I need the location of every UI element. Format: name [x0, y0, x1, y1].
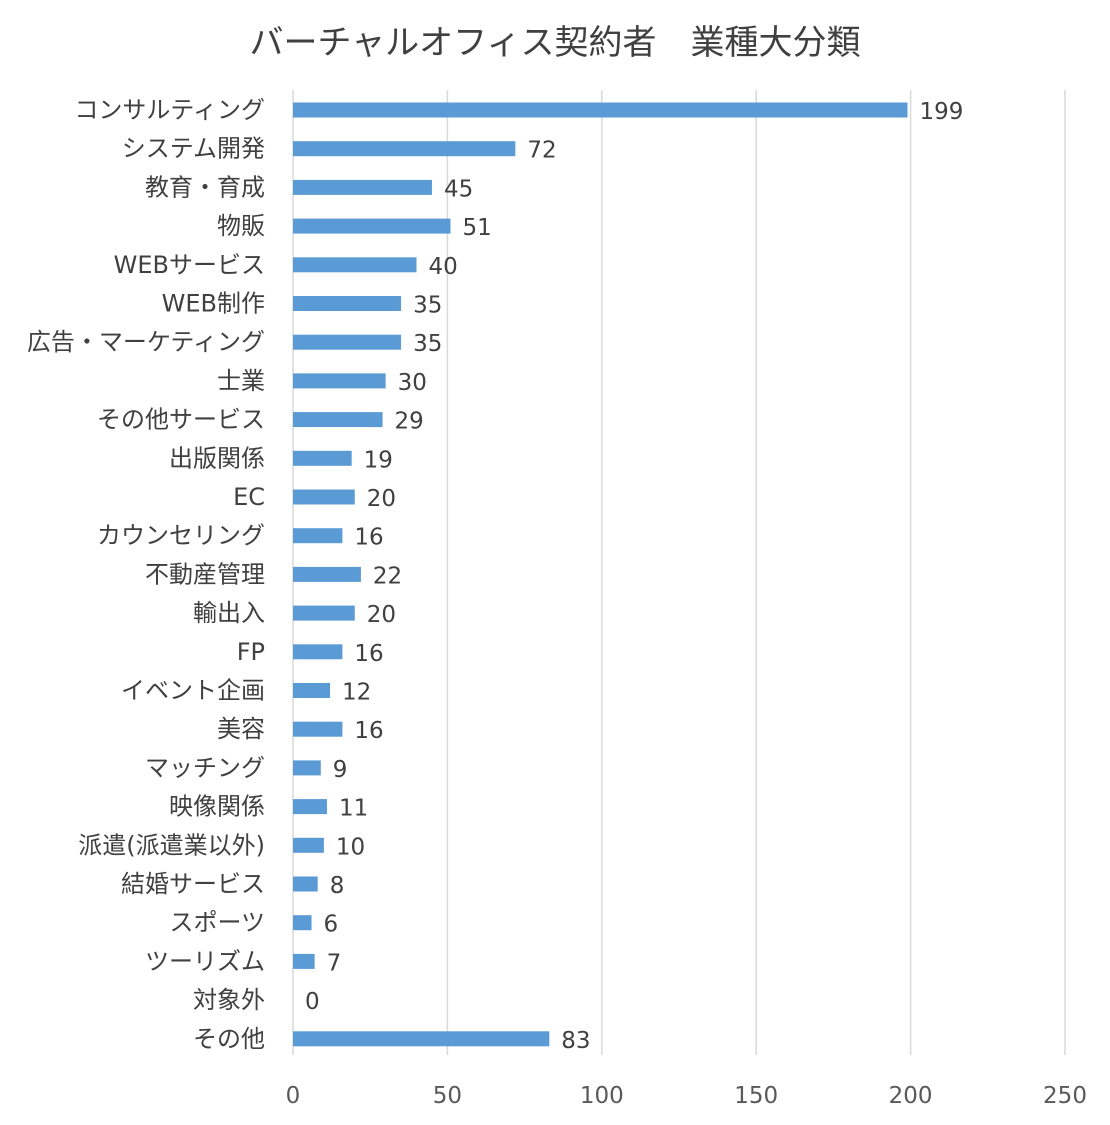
category-label: イベント企画	[121, 677, 265, 705]
category-label: 広告・マーケティング	[27, 328, 265, 356]
bar	[293, 566, 361, 582]
bar	[293, 953, 315, 969]
value-label: 9	[333, 757, 348, 783]
value-label: 35	[413, 331, 442, 357]
value-label: 20	[367, 486, 396, 512]
value-label: 16	[354, 525, 383, 551]
category-label: EC	[233, 483, 265, 511]
category-label: 結婚サービス	[121, 870, 265, 898]
x-tick-label: 250	[1043, 1083, 1087, 1109]
category-label: WEBサービス	[114, 251, 265, 279]
value-label: 22	[373, 563, 402, 589]
value-labels: 1997245514035353029192016222016121691110…	[305, 99, 963, 1054]
bar	[293, 1031, 550, 1047]
value-label: 10	[336, 834, 365, 860]
category-label: カウンセリング	[97, 522, 265, 550]
category-label: コンサルティング	[74, 96, 265, 124]
value-label: 35	[413, 293, 442, 319]
value-label: 72	[527, 138, 556, 164]
chart-title: バーチャルオフィス契約者 業種大分類	[250, 23, 861, 63]
bar	[293, 179, 432, 195]
bar	[293, 450, 352, 466]
value-label: 16	[354, 718, 383, 744]
bar	[293, 528, 343, 544]
bar	[293, 296, 402, 311]
category-label: 美容	[217, 715, 265, 743]
value-label: 12	[342, 680, 371, 706]
value-label: 40	[429, 254, 458, 280]
category-label: 出版関係	[169, 444, 265, 472]
value-label: 20	[367, 602, 396, 628]
category-label: 教育・育成	[145, 173, 265, 201]
bar	[293, 334, 402, 350]
x-tick-label: 0	[286, 1083, 301, 1109]
category-label: WEB制作	[162, 290, 265, 318]
category-label: マッチング	[145, 754, 265, 782]
category-label: 物販	[217, 212, 265, 240]
bar	[293, 412, 383, 428]
category-label: その他サービス	[97, 406, 265, 434]
value-label: 8	[330, 873, 345, 899]
bar	[293, 257, 417, 273]
bars	[293, 102, 908, 1047]
category-label: FP	[237, 638, 265, 666]
x-tick-label: 150	[734, 1083, 778, 1109]
value-label: 6	[324, 912, 339, 938]
x-tick-label: 100	[580, 1083, 624, 1109]
bar	[293, 102, 908, 118]
value-label: 0	[305, 989, 320, 1015]
value-label: 83	[561, 1028, 590, 1054]
value-label: 16	[354, 641, 383, 667]
bar	[293, 721, 343, 737]
bar	[293, 760, 321, 776]
value-label: 51	[462, 215, 491, 241]
bar	[293, 799, 327, 815]
bar	[293, 837, 324, 853]
x-axis-tick-labels: 0 50 100 150 200 250	[286, 1083, 1087, 1109]
value-label: 199	[920, 99, 964, 125]
bar	[293, 141, 516, 157]
gridlines	[292, 90, 1066, 1055]
bar	[293, 915, 312, 931]
bar	[293, 605, 355, 621]
category-label: ツーリズム	[145, 947, 265, 975]
category-label: 士業	[217, 367, 265, 395]
bar	[293, 876, 318, 892]
bar	[293, 683, 331, 698]
category-label: スポーツ	[169, 909, 265, 937]
category-label: 不動産管理	[145, 560, 265, 588]
category-label: 輸出入	[193, 599, 265, 627]
bar	[293, 644, 343, 660]
category-label: 対象外	[193, 986, 265, 1014]
value-label: 19	[364, 447, 393, 473]
bar	[293, 489, 355, 505]
value-label: 7	[327, 950, 342, 976]
value-label: 29	[395, 409, 424, 435]
value-label: 45	[444, 176, 473, 202]
category-label: 派遣(派遣業以外)	[78, 831, 265, 859]
category-label: その他	[193, 1025, 265, 1053]
bar	[293, 373, 386, 389]
value-label: 11	[339, 796, 368, 822]
bar	[293, 218, 451, 234]
x-tick-label: 200	[889, 1083, 933, 1109]
category-label: システム開発	[122, 135, 265, 163]
category-label: 映像関係	[169, 793, 265, 821]
value-label: 30	[398, 370, 427, 396]
x-tick-label: 50	[433, 1083, 462, 1109]
